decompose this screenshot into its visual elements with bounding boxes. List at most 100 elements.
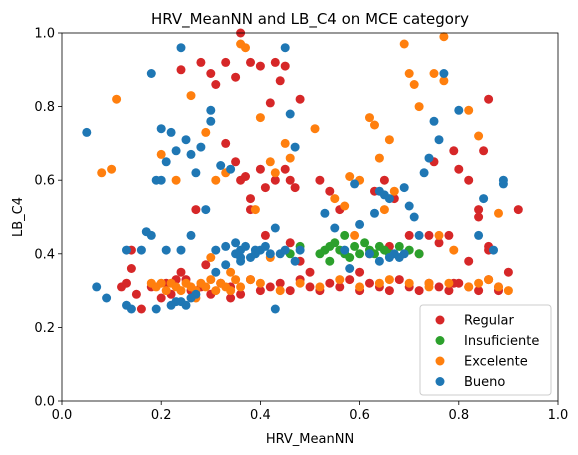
point-excelente-41 xyxy=(201,127,211,137)
point-bueno-87 xyxy=(384,253,394,262)
point-regular-49 xyxy=(231,72,241,82)
legend-label-regular: Regular xyxy=(464,314,515,329)
point-excelente-5 xyxy=(156,278,166,288)
legend-label-insuficiente: Insuficiente xyxy=(464,334,539,349)
point-bueno-50 xyxy=(330,223,340,233)
point-excelente-34 xyxy=(474,278,484,288)
point-excelente-35 xyxy=(484,275,494,285)
point-excelente-25 xyxy=(315,282,325,292)
point-bueno-52 xyxy=(345,264,355,273)
point-excelente-66 xyxy=(439,32,449,42)
point-excelente-49 xyxy=(285,153,295,163)
point-bueno-66 xyxy=(419,168,429,178)
point-excelente-72 xyxy=(350,230,360,240)
x-tick-label: 0.6 xyxy=(349,408,370,423)
x-tick-label: 0.0 xyxy=(52,408,73,423)
point-bueno-35 xyxy=(241,241,250,251)
point-excelente-1 xyxy=(107,164,117,174)
point-bueno-69 xyxy=(434,135,444,145)
point-bueno-22 xyxy=(191,168,201,178)
point-excelente-78 xyxy=(270,168,280,178)
point-excelente-20 xyxy=(231,275,241,285)
point-excelente-6 xyxy=(161,286,171,296)
point-regular-53 xyxy=(270,57,280,67)
point-regular-40 xyxy=(474,286,484,296)
point-regular-44 xyxy=(176,65,186,75)
x-tick-label: 0.2 xyxy=(151,408,172,423)
point-bueno-18 xyxy=(181,135,191,145)
legend-label-bueno: Bueno xyxy=(464,375,505,390)
legend-marker-bueno xyxy=(435,377,445,386)
legend-label-excelente: Excelente xyxy=(464,355,528,370)
point-regular-56 xyxy=(265,98,275,108)
legend: Regular Insuficiente Excelente Bueno xyxy=(419,304,552,396)
point-excelente-63 xyxy=(414,102,424,112)
point-bueno-74 xyxy=(489,245,498,255)
y-tick-label: 0.4 xyxy=(34,247,55,262)
point-bueno-13 xyxy=(166,127,176,137)
point-excelente-59 xyxy=(389,186,399,196)
point-excelente-58 xyxy=(384,135,394,145)
point-bueno-81 xyxy=(211,267,221,277)
point-bueno-23 xyxy=(196,142,206,152)
point-bueno-70 xyxy=(439,69,449,78)
point-excelente-65 xyxy=(439,76,449,86)
x-axis-label: HRV_MeanNN xyxy=(266,432,354,447)
ticks-layer: 0.0 0.2 0.4 0.6 0.8 1.0 0.0 0.2 0.4 0.6 0.8 1.0 xyxy=(34,27,568,424)
point-regular-55 xyxy=(295,94,305,104)
x-tick-label: 0.4 xyxy=(250,408,271,423)
point-excelente-39 xyxy=(171,175,181,185)
point-regular-5 xyxy=(136,304,146,314)
point-bueno-65 xyxy=(414,230,424,240)
point-bueno-27 xyxy=(211,245,221,255)
point-regular-29 xyxy=(365,278,374,288)
point-regular-58 xyxy=(221,138,231,148)
point-bueno-10 xyxy=(156,124,166,134)
point-bueno-29 xyxy=(221,260,231,270)
y-tick-label: 0.0 xyxy=(34,395,55,410)
point-bueno-89 xyxy=(126,304,136,314)
point-bueno-68 xyxy=(429,116,439,126)
point-excelente-50 xyxy=(310,124,320,134)
point-excelente-40 xyxy=(186,91,196,101)
points-layer xyxy=(82,28,523,314)
chart-title: HRV_MeanNN and LB_C4 on MCE category xyxy=(151,10,469,29)
point-excelente-45 xyxy=(241,43,250,53)
point-excelente-15 xyxy=(206,275,216,285)
series-bueno xyxy=(82,43,508,314)
legend-marker-insuficiente xyxy=(435,336,445,345)
point-excelente-75 xyxy=(226,267,236,277)
point-excelente-14 xyxy=(201,282,211,292)
y-tick-label: 0.6 xyxy=(34,174,55,189)
point-bueno-30 xyxy=(226,164,236,174)
point-regular-90 xyxy=(513,205,523,215)
point-regular-4 xyxy=(131,289,141,299)
point-regular-93 xyxy=(305,267,315,277)
point-regular-48 xyxy=(221,57,231,67)
point-excelente-67 xyxy=(464,105,474,115)
point-excelente-33 xyxy=(464,282,474,292)
point-regular-67 xyxy=(285,175,295,185)
point-bueno-39 xyxy=(260,241,270,251)
point-bueno-62 xyxy=(399,183,409,193)
point-insuficiente-20 xyxy=(340,230,350,240)
point-regular-79 xyxy=(444,230,454,240)
point-regular-63 xyxy=(255,164,265,174)
point-regular-25 xyxy=(325,278,335,288)
point-bueno-71 xyxy=(454,105,464,115)
point-regular-77 xyxy=(424,230,434,240)
x-tick-label: 0.8 xyxy=(448,408,469,423)
point-bueno-56 xyxy=(370,208,379,218)
point-bueno-17 xyxy=(176,245,186,255)
point-bueno-2 xyxy=(102,293,112,303)
point-bueno-16 xyxy=(176,43,186,53)
y-tick-label: 0.2 xyxy=(34,321,55,336)
point-regular-66 xyxy=(280,164,290,174)
point-bueno-63 xyxy=(404,201,414,211)
point-insuficiente-19 xyxy=(325,256,335,266)
point-excelente-61 xyxy=(404,69,414,78)
point-bueno-6 xyxy=(146,230,156,240)
point-bueno-91 xyxy=(136,245,146,255)
point-bueno-19 xyxy=(186,149,196,159)
point-bueno-51 xyxy=(340,245,350,255)
